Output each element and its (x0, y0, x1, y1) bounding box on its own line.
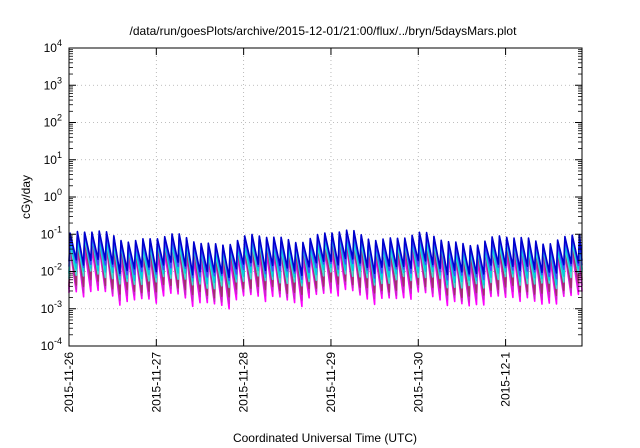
series-layer (68, 229, 583, 310)
y-tick-label: 103 (44, 75, 62, 92)
x-tick-label: 2015-11-29 (324, 352, 338, 413)
x-tick-label: 2015-12-1 (499, 352, 513, 407)
y-tick-label: 100 (44, 187, 62, 204)
chart-title: /data/run/goesPlots/archive/2015-12-01/2… (130, 24, 518, 38)
x-tick-label: 2015-11-27 (149, 352, 163, 413)
y-tick-label: 101 (44, 150, 62, 167)
x-tick-label: 2015-11-26 (62, 352, 76, 413)
y-axis-label: cGy/day (19, 175, 33, 219)
y-tick-label: 102 (44, 113, 62, 130)
x-tick-label: 2015-11-28 (237, 352, 251, 413)
y-tick-label: 104 (44, 38, 62, 55)
y-tick-label: 10-2 (41, 262, 62, 279)
x-tick-label: 2015-11-30 (411, 352, 425, 413)
y-axis: 10-4 10-3 10-2 10-1 100 101 102 103 104 (41, 38, 582, 353)
y-tick-label: 10-1 (41, 224, 62, 241)
x-axis-label: Coordinated Universal Time (UTC) (233, 431, 417, 445)
series-line (68, 229, 583, 279)
y-tick-label: 10-3 (41, 299, 62, 316)
grid (69, 48, 582, 346)
y-tick-label: 10-4 (41, 336, 62, 353)
x-axis: 2015-11-26 2015-11-27 2015-11-28 2015-11-29… (62, 48, 513, 413)
